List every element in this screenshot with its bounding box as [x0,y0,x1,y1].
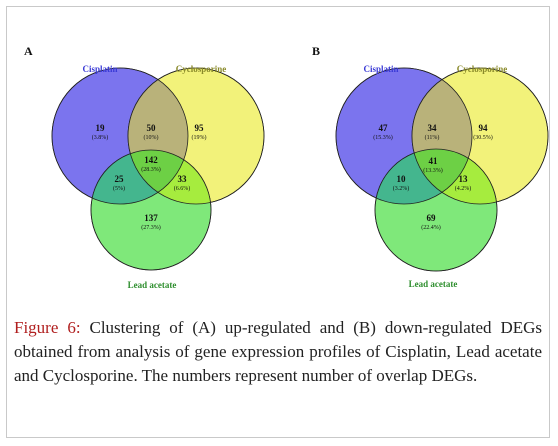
figure-label: Figure 6: [14,318,81,337]
region-count: 33 [178,174,188,184]
caption-text: Clustering of (A) up-regulated and (B) d… [14,318,542,385]
region-pct: (11%) [425,134,440,141]
region-count: 19 [96,123,106,133]
region-pct: (6.6%) [174,185,191,192]
region-count: 137 [144,213,158,223]
region-pct: (3.2%) [393,185,410,192]
region-count: 34 [428,123,438,133]
region-count: 47 [379,123,389,133]
region-count: 13 [459,174,469,184]
region-count: 95 [195,123,205,133]
region-pct: (15.3%) [373,134,393,141]
region-pct: (28.3%) [141,166,161,173]
region-pct: (5%) [113,185,125,192]
set-label-right: Cyclosporine [457,64,508,74]
region-pct: (4.2%) [455,185,472,192]
set-label-right: Cyclosporine [176,64,227,74]
region-count: 142 [144,155,158,165]
region-count: 10 [397,174,407,184]
figure-caption: Figure 6: Clustering of (A) up-regulated… [14,316,542,388]
region-pct: (13.3%) [423,167,443,174]
venn-figure: A Cisplatin Cyclosporine Lead acetate 19… [24,44,549,290]
region-pct: (27.3%) [141,224,161,231]
region-count: 25 [115,174,125,184]
region-count: 94 [479,123,489,133]
region-pct: (10%) [144,134,159,141]
region-pct: (3.8%) [92,134,109,141]
panel-letter: B [312,44,320,58]
region-count: 50 [147,123,157,133]
region-pct: (30.5%) [473,134,493,141]
venn-panel-b: B Cisplatin Cyclosporine Lead acetate 47… [312,44,549,289]
set-label-left: Cisplatin [363,64,398,74]
region-pct: (19%) [192,134,207,141]
set-label-left: Cisplatin [82,64,117,74]
panel-letter: A [24,44,33,58]
region-count: 41 [429,156,439,166]
venn-panel-a: A Cisplatin Cyclosporine Lead acetate 19… [24,44,265,290]
set-label-bottom: Lead acetate [409,279,458,289]
region-count: 69 [427,213,437,223]
set-label-bottom: Lead acetate [128,280,177,290]
region-pct: (22.4%) [421,224,441,231]
